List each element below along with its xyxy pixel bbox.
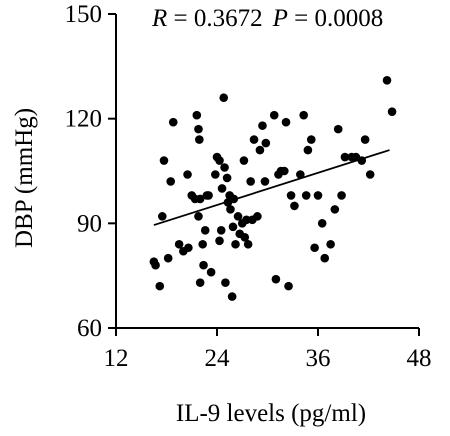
data-point: [195, 278, 205, 287]
data-point: [195, 135, 204, 144]
data-point: [228, 222, 238, 232]
stats-annotation: R = 0.3672 P = 0.0008: [151, 5, 383, 32]
data-point: [217, 184, 227, 193]
r-symbol: R: [151, 5, 167, 32]
data-point: [260, 177, 270, 186]
axes: 60 90 120 150 12 24 36 48: [65, 1, 432, 372]
data-point: [281, 117, 291, 127]
data-point: [219, 93, 229, 103]
data-point: [227, 292, 237, 301]
data-point: [249, 135, 259, 144]
y-tick-label: 120: [65, 106, 103, 133]
x-tick-label: 48: [407, 345, 432, 372]
data-point: [317, 219, 327, 228]
data-point: [226, 205, 235, 214]
data-point: [296, 170, 305, 179]
data-point: [290, 201, 299, 211]
data-point: [357, 156, 367, 165]
labels: R = 0.3672 P = 0.0008 IL-9 levels (pg/ml)…: [11, 5, 383, 427]
data-point: [280, 166, 289, 176]
data-point: [313, 191, 323, 200]
data-point: [286, 191, 296, 200]
y-axis-label: DBP (mmHg): [11, 108, 38, 248]
data-point: [284, 281, 293, 291]
data-point: [306, 135, 316, 144]
x-tick-label: 24: [205, 345, 231, 372]
r-value: = 0.3672: [167, 5, 262, 32]
data-point: [194, 212, 203, 221]
data-point: [216, 226, 226, 235]
data-point: [231, 239, 240, 249]
data-point: [337, 191, 346, 200]
data-point: [246, 177, 255, 186]
data-point: [220, 163, 229, 172]
trend-line: [153, 149, 390, 226]
p-symbol: P: [272, 5, 288, 32]
data-point: [221, 278, 230, 287]
data-point: [299, 110, 308, 120]
data-point: [387, 107, 397, 116]
data-point: [163, 253, 173, 263]
data-point: [168, 117, 178, 127]
data-point: [258, 121, 267, 130]
data-point: [271, 274, 281, 284]
data-point: [326, 239, 335, 249]
data-point: [159, 156, 169, 165]
data-point: [211, 170, 220, 179]
data-point: [269, 110, 279, 120]
data-point: [243, 239, 253, 249]
data-point: [253, 212, 262, 221]
x-tick-label: 12: [104, 345, 129, 372]
data-point: [174, 239, 184, 249]
data-point: [215, 156, 224, 165]
data-point: [204, 191, 213, 200]
data-point: [310, 243, 319, 253]
y-tick-label: 60: [77, 315, 102, 342]
x-axis-label: IL-9 levels (pg/ml): [176, 400, 366, 427]
data-point: [320, 253, 330, 263]
data-point: [200, 226, 210, 235]
data-point: [195, 194, 205, 204]
y-tick-label: 150: [65, 1, 103, 28]
data-point: [242, 215, 251, 225]
data-point: [206, 267, 216, 277]
data-point: [183, 170, 192, 179]
data-point: [255, 145, 265, 155]
data-point: [333, 124, 343, 134]
data-point: [340, 152, 350, 162]
data-point: [365, 170, 375, 179]
data-point: [155, 281, 165, 291]
data-point: [233, 212, 243, 221]
data-point: [261, 138, 271, 148]
data-point: [166, 177, 176, 186]
data-point: [194, 124, 203, 134]
data-point: [229, 194, 239, 204]
data-point: [215, 236, 224, 246]
data-points: [149, 75, 397, 301]
data-point: [222, 173, 232, 183]
y-tick-label: 90: [77, 210, 102, 237]
data-point: [151, 260, 160, 270]
data-point: [382, 75, 392, 85]
data-point: [192, 110, 202, 120]
data-point: [239, 156, 249, 165]
p-value: = 0.0008: [288, 5, 383, 32]
data-point: [157, 212, 167, 221]
data-point: [240, 232, 250, 242]
data-point: [199, 260, 208, 270]
data-point: [301, 191, 311, 200]
data-point: [303, 145, 313, 155]
data-point: [198, 239, 207, 249]
data-point: [360, 135, 370, 144]
x-tick-label: 36: [306, 345, 331, 372]
data-point: [330, 205, 340, 214]
data-point: [184, 243, 193, 253]
